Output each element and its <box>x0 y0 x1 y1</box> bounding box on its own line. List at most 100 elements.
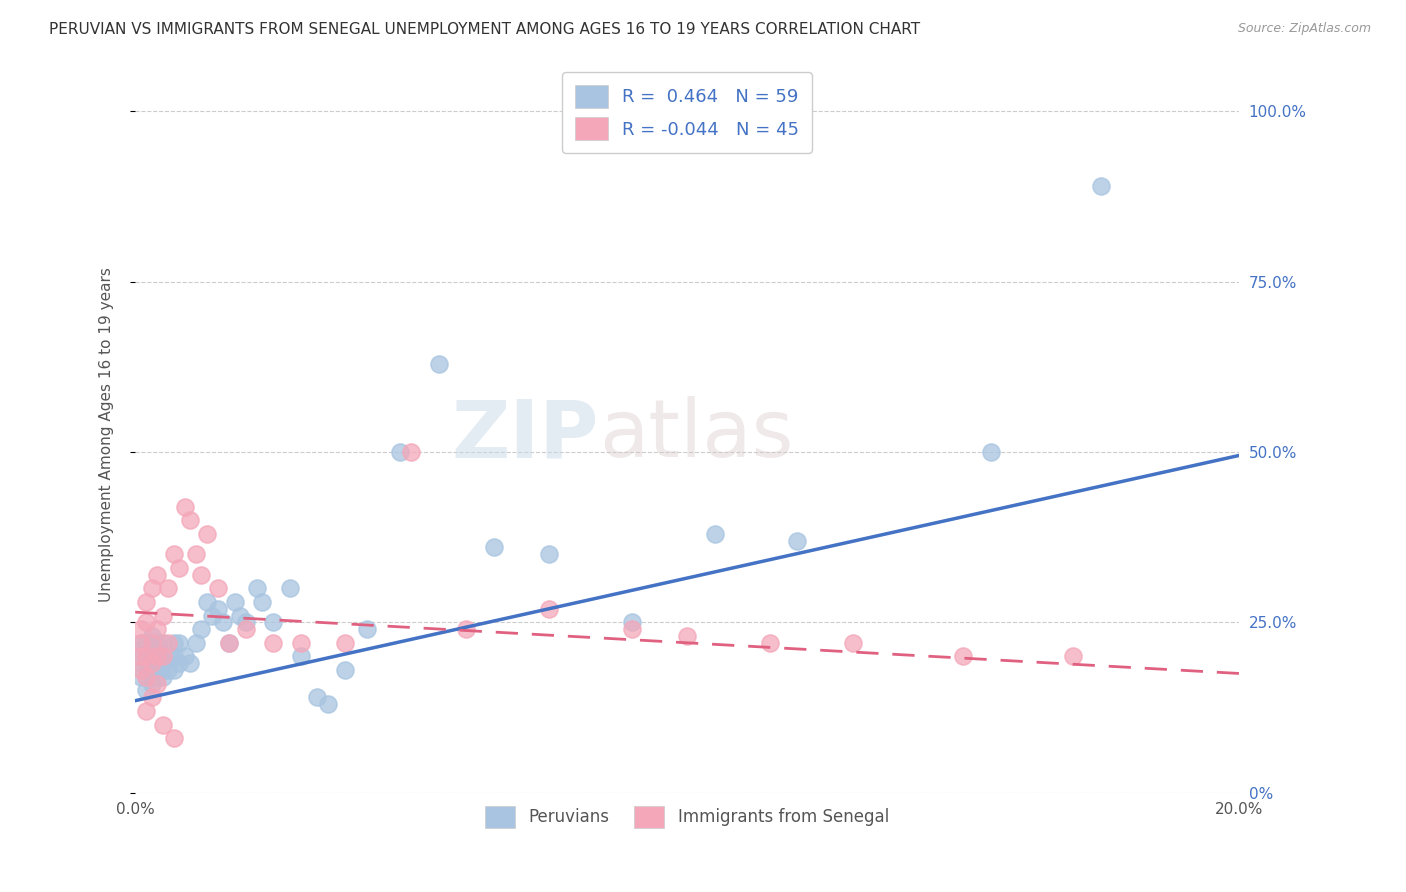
Text: Source: ZipAtlas.com: Source: ZipAtlas.com <box>1237 22 1371 36</box>
Point <box>163 649 186 664</box>
Point <box>129 663 152 677</box>
Point <box>482 541 505 555</box>
Point <box>129 670 152 684</box>
Point <box>173 500 195 514</box>
Point <box>157 636 180 650</box>
Text: PERUVIAN VS IMMIGRANTS FROM SENEGAL UNEMPLOYMENT AMONG AGES 16 TO 19 YEARS CORRE: PERUVIAN VS IMMIGRANTS FROM SENEGAL UNEM… <box>49 22 921 37</box>
Point <box>179 657 201 671</box>
Point <box>152 657 174 671</box>
Text: atlas: atlas <box>599 396 793 474</box>
Point <box>135 670 157 684</box>
Point <box>427 357 450 371</box>
Point <box>135 657 157 671</box>
Point <box>163 663 186 677</box>
Point <box>129 649 152 664</box>
Point <box>235 615 257 630</box>
Point <box>152 717 174 731</box>
Point <box>290 636 312 650</box>
Point <box>399 445 422 459</box>
Point <box>201 608 224 623</box>
Point <box>129 657 152 671</box>
Point <box>152 608 174 623</box>
Point <box>135 683 157 698</box>
Point <box>356 622 378 636</box>
Point <box>129 642 152 657</box>
Point <box>218 636 240 650</box>
Point <box>620 615 643 630</box>
Point <box>1062 649 1084 664</box>
Point <box>759 636 782 650</box>
Point <box>218 636 240 650</box>
Point <box>333 636 356 650</box>
Point <box>389 445 412 459</box>
Point <box>163 547 186 561</box>
Point <box>307 690 329 705</box>
Point <box>146 642 169 657</box>
Point <box>146 622 169 636</box>
Point <box>250 595 273 609</box>
Point <box>135 595 157 609</box>
Point <box>318 697 340 711</box>
Point <box>135 670 157 684</box>
Point <box>135 704 157 718</box>
Point <box>157 582 180 596</box>
Point <box>152 636 174 650</box>
Point <box>157 649 180 664</box>
Point <box>456 622 478 636</box>
Point <box>157 663 180 677</box>
Point <box>141 582 163 596</box>
Point <box>1090 179 1112 194</box>
Point <box>163 731 186 746</box>
Point <box>290 649 312 664</box>
Point <box>195 595 218 609</box>
Point <box>173 649 195 664</box>
Point <box>235 622 257 636</box>
Point <box>146 567 169 582</box>
Point <box>141 676 163 690</box>
Point <box>152 670 174 684</box>
Point <box>184 636 207 650</box>
Point <box>538 601 561 615</box>
Point <box>141 657 163 671</box>
Point <box>141 649 163 664</box>
Point <box>141 690 163 705</box>
Point <box>262 615 284 630</box>
Point <box>152 649 174 664</box>
Point <box>333 663 356 677</box>
Point <box>129 636 152 650</box>
Point <box>141 642 163 657</box>
Point <box>676 629 699 643</box>
Y-axis label: Unemployment Among Ages 16 to 19 years: Unemployment Among Ages 16 to 19 years <box>100 268 114 602</box>
Point <box>538 547 561 561</box>
Point <box>135 636 157 650</box>
Point <box>141 629 163 643</box>
Point <box>146 636 169 650</box>
Point <box>169 657 191 671</box>
Point <box>163 636 186 650</box>
Point <box>212 615 235 630</box>
Point <box>262 636 284 650</box>
Point <box>278 582 301 596</box>
Point <box>184 547 207 561</box>
Point <box>207 582 229 596</box>
Point <box>146 649 169 664</box>
Point <box>129 636 152 650</box>
Point <box>169 561 191 575</box>
Point <box>146 676 169 690</box>
Point <box>841 636 863 650</box>
Point <box>169 636 191 650</box>
Point <box>179 513 201 527</box>
Legend: Peruvians, Immigrants from Senegal: Peruvians, Immigrants from Senegal <box>478 799 896 834</box>
Point <box>952 649 974 664</box>
Point <box>224 595 246 609</box>
Point <box>980 445 1002 459</box>
Point <box>146 670 169 684</box>
Point <box>135 615 157 630</box>
Point <box>786 533 808 548</box>
Point <box>207 601 229 615</box>
Point <box>135 649 157 664</box>
Point <box>146 657 169 671</box>
Point <box>190 567 212 582</box>
Point <box>246 582 269 596</box>
Point <box>141 636 163 650</box>
